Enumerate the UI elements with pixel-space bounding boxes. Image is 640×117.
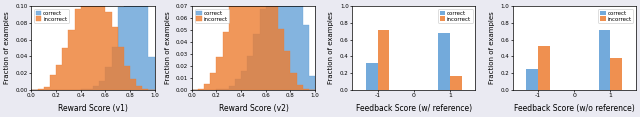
- Polygon shape: [31, 0, 155, 90]
- Bar: [611, 58, 622, 90]
- Legend: correct, incorrect: correct, incorrect: [195, 9, 229, 23]
- Polygon shape: [192, 0, 315, 90]
- X-axis label: Feedback Score (w/ reference): Feedback Score (w/ reference): [356, 104, 472, 113]
- Y-axis label: Fraction of examples: Fraction of examples: [328, 12, 335, 84]
- Polygon shape: [31, 0, 155, 90]
- X-axis label: Feedback Score (w/o reference): Feedback Score (w/o reference): [514, 104, 635, 113]
- Bar: [438, 33, 450, 90]
- Y-axis label: Fraction of examples: Fraction of examples: [164, 12, 171, 84]
- Y-axis label: Fraction of examples: Fraction of examples: [4, 12, 10, 84]
- Bar: [366, 63, 378, 90]
- X-axis label: Reward Score (v1): Reward Score (v1): [58, 104, 128, 113]
- Legend: correct, incorrect: correct, incorrect: [438, 9, 473, 23]
- Y-axis label: Fraction of examples: Fraction of examples: [489, 12, 495, 84]
- Bar: [538, 46, 550, 90]
- Bar: [450, 76, 461, 90]
- X-axis label: Reward Score (v2): Reward Score (v2): [218, 104, 289, 113]
- Polygon shape: [192, 0, 315, 90]
- Bar: [378, 30, 389, 90]
- Legend: correct, incorrect: correct, incorrect: [598, 9, 633, 23]
- Bar: [527, 69, 538, 90]
- Bar: [599, 30, 611, 90]
- Legend: correct, incorrect: correct, incorrect: [34, 9, 69, 23]
